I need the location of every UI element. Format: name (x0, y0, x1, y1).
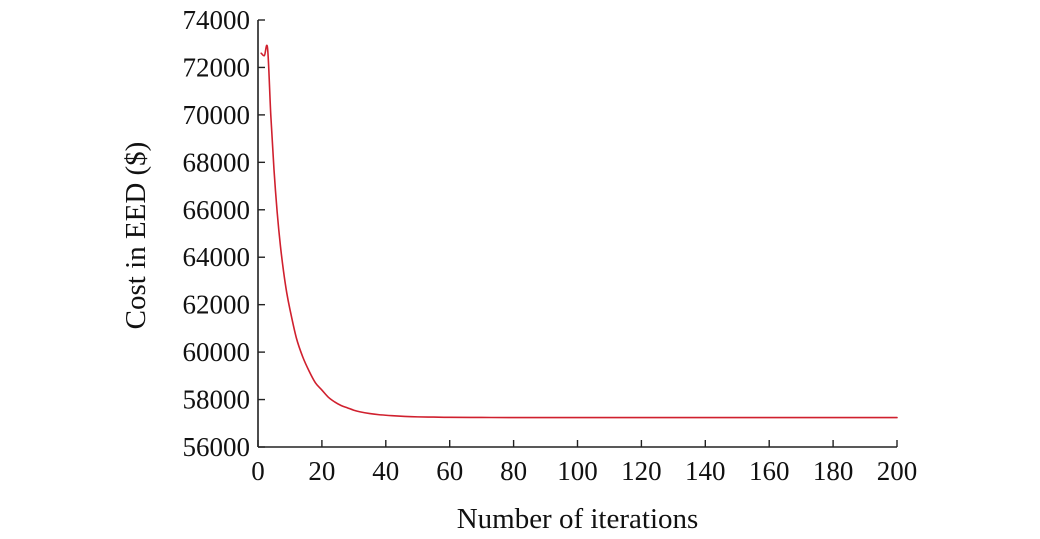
ticks-layer: 0 20 40 60 80 100 120 140 160 180 200 56000 58000 600… (183, 5, 918, 486)
y-tick-label: 56000 (183, 432, 251, 462)
x-tick-label: 20 (308, 456, 335, 486)
y-tick-label: 66000 (183, 195, 251, 225)
y-tick-label: 74000 (183, 5, 251, 35)
y-axis-title: Cost in EED ($) (120, 142, 152, 330)
x-tick-label: 200 (877, 456, 918, 486)
y-tick-label: 60000 (183, 337, 251, 367)
x-tick-label: 160 (749, 456, 790, 486)
x-tick-label: 60 (436, 456, 463, 486)
x-tick-label: 40 (372, 456, 399, 486)
x-tick-label: 80 (500, 456, 527, 486)
y-tick-label: 72000 (183, 52, 251, 82)
series-layer (260, 44, 898, 419)
cost-series-line (260, 44, 898, 419)
y-tick-label: 70000 (183, 100, 251, 130)
y-tick-label: 64000 (183, 242, 251, 272)
x-tick-label: 0 (251, 456, 265, 486)
x-axis-title: Number of iterations (457, 503, 699, 535)
x-tick-label: 100 (557, 456, 598, 486)
x-tick-label: 140 (685, 456, 726, 486)
y-tick-label: 62000 (183, 290, 251, 320)
y-tick-label: 68000 (183, 147, 251, 177)
y-tick-label: 58000 (183, 385, 251, 415)
x-tick-label: 180 (813, 456, 854, 486)
x-tick-label: 120 (621, 456, 662, 486)
